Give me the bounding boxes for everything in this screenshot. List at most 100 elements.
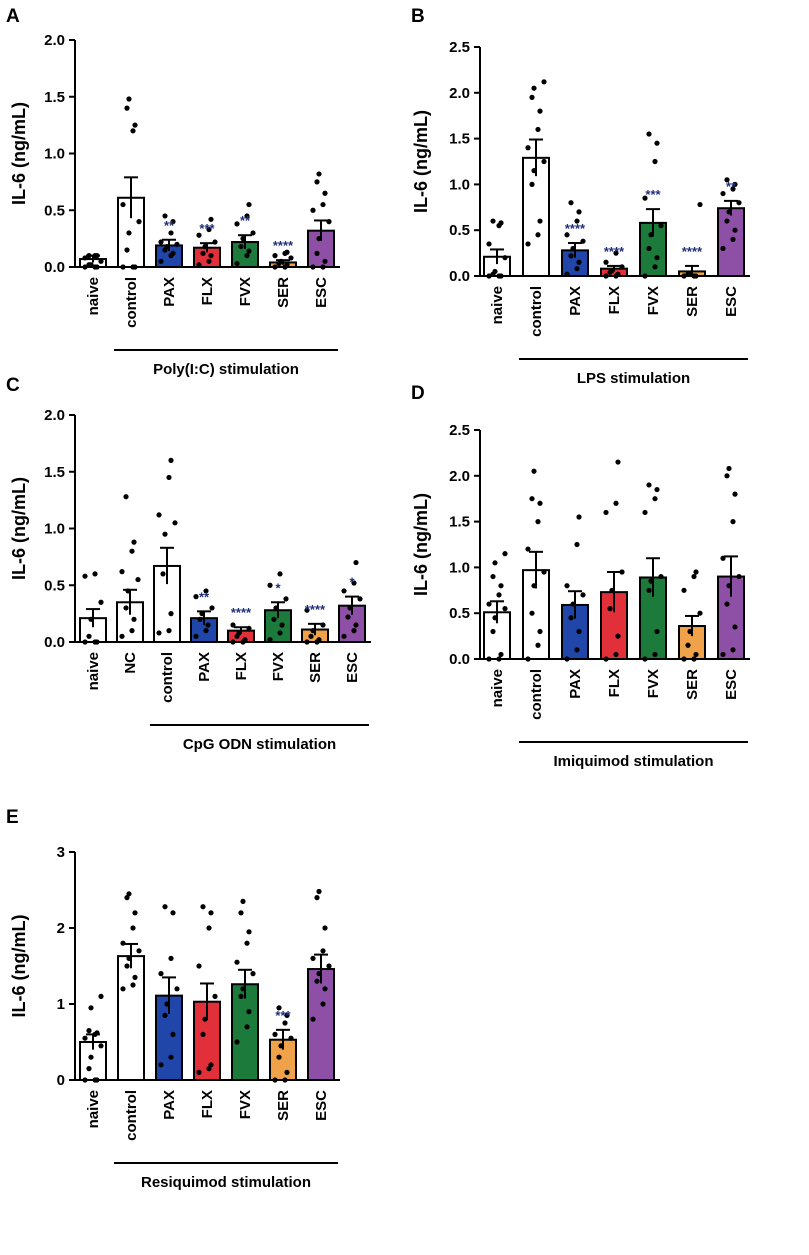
data-point [314,895,320,901]
data-point [720,245,726,252]
data-point [124,963,130,969]
data-point [124,247,130,253]
y-tick-label: 1.5 [44,464,65,481]
data-point [212,239,218,245]
data-point [498,273,504,279]
data-point [535,126,541,133]
data-point [168,955,174,962]
data-point [525,241,531,247]
y-axis-label: IL-6 (ng/mL) [9,915,29,1018]
x-category-label: ESC [723,286,740,317]
data-point [341,633,347,639]
data-point [272,253,278,259]
x-category-label: NC [122,652,139,674]
data-point [94,253,100,259]
x-category-label: control [123,1090,140,1141]
data-point [126,96,132,102]
data-point [197,616,203,622]
data-point [156,512,162,518]
data-point [202,243,208,250]
y-axis-label: IL-6 (ng/mL) [9,477,29,580]
data-point [736,200,742,206]
data-point [246,625,252,631]
y-tick-label: 0.5 [449,222,470,239]
data-point [234,221,240,227]
y-axis-label: IL-6 (ng/mL) [411,493,431,596]
data-point [658,573,664,580]
data-point [88,1054,94,1060]
data-point [603,273,609,279]
data-point [125,588,131,594]
data-point [574,541,580,548]
data-point [132,122,138,128]
significance-marker: **** [682,244,703,259]
y-tick-label: 1.0 [44,521,65,538]
x-category-label: FVX [645,669,662,698]
data-point [652,264,658,270]
x-category-label: naive [489,669,506,707]
data-point [619,264,625,270]
data-point [202,1016,208,1022]
data-point [92,571,98,577]
data-point [681,273,687,279]
x-category-label: FVX [645,286,662,315]
data-point [615,271,621,277]
data-point [284,262,290,268]
data-point [564,583,570,589]
data-point [564,232,570,238]
data-point [314,250,320,256]
data-point [609,267,615,274]
data-point [492,615,498,621]
data-point [284,249,290,255]
data-point [658,223,664,229]
data-point [282,1077,288,1083]
data-point [490,628,496,635]
data-point [162,1012,168,1019]
data-point [238,993,244,1000]
data-point [88,1005,94,1011]
data-point [203,588,209,594]
data-point [200,904,206,910]
data-point [642,195,648,201]
data-point [94,1077,100,1083]
data-point [196,963,202,969]
significance-marker: ** [726,179,737,194]
panel-letter: A [6,6,20,27]
significance-marker: ** [240,213,251,228]
data-point [240,236,246,242]
data-point [603,656,609,662]
x-category-label: FVX [237,1090,254,1119]
data-point [570,245,576,252]
data-point [168,230,174,236]
data-point [529,181,535,187]
stimulation-label: LPS stimulation [577,370,690,387]
data-point [496,656,502,662]
data-point [126,955,132,962]
data-point [353,559,359,566]
data-point [654,140,660,146]
data-point [525,145,531,151]
data-point [278,1043,284,1049]
data-point [123,494,129,500]
data-point [234,1039,240,1045]
data-point [724,177,730,183]
data-point [322,258,328,264]
data-point [326,963,332,969]
panel-letter: D [411,383,425,404]
data-point [250,230,256,236]
data-point [82,255,88,261]
data-point [496,592,502,598]
data-point [124,105,130,111]
data-point [490,573,496,580]
data-point [246,929,252,935]
data-point [88,262,94,268]
panel-e: E 0 1 2 3 IL-6 (ng/mL) naive control PAX FLX FVX **… [6,807,340,1191]
y-axis-label: IL-6 (ng/mL) [9,102,29,205]
data-point [730,647,736,653]
data-point [267,637,273,643]
y-tick-label: 1.5 [449,514,470,531]
data-point [646,587,652,593]
data-point [615,459,621,465]
data-point [136,948,142,954]
x-category-label: PAX [196,652,213,682]
